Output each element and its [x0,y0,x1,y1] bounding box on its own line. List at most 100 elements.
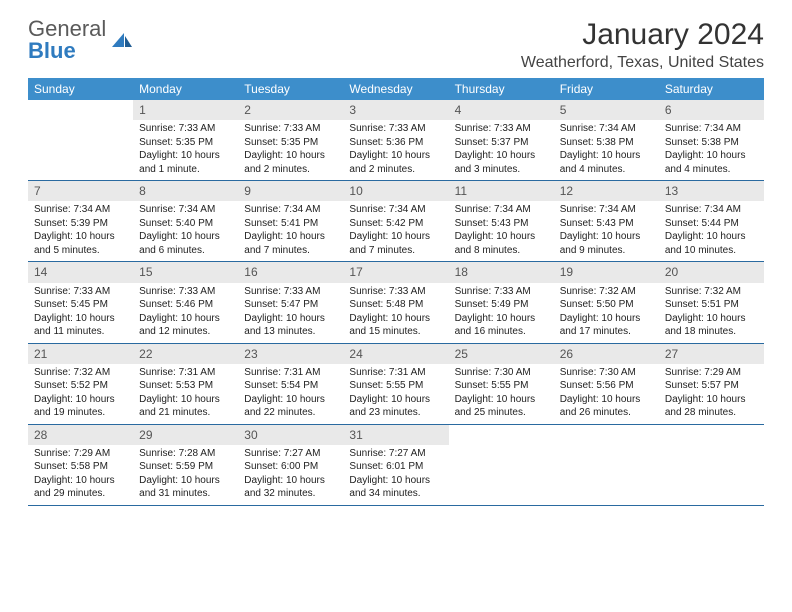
sunrise-text: Sunrise: 7:27 AM [349,447,442,461]
day-body: Sunrise: 7:32 AMSunset: 5:52 PMDaylight:… [28,364,133,424]
weekday-header: Sunday [28,78,133,100]
day-number: 21 [28,344,133,364]
day-cell: 22Sunrise: 7:31 AMSunset: 5:53 PMDayligh… [133,344,238,424]
daylight-text: Daylight: 10 hours [139,230,232,244]
sunrise-text: Sunrise: 7:30 AM [455,366,548,380]
sunrise-text: Sunrise: 7:33 AM [455,285,548,299]
daylight-text: Daylight: 10 hours [665,393,758,407]
day-cell: 12Sunrise: 7:34 AMSunset: 5:43 PMDayligh… [554,181,659,261]
sunset-text: Sunset: 5:41 PM [244,217,337,231]
day-body: Sunrise: 7:33 AMSunset: 5:35 PMDaylight:… [238,120,343,180]
daylight-text: Daylight: 10 hours [244,149,337,163]
day-number: 2 [238,100,343,120]
daylight-text: and 13 minutes. [244,325,337,339]
day-number: 12 [554,181,659,201]
daylight-text: Daylight: 10 hours [349,230,442,244]
daylight-text: and 6 minutes. [139,244,232,258]
daylight-text: and 22 minutes. [244,406,337,420]
daylight-text: Daylight: 10 hours [349,149,442,163]
daylight-text: and 4 minutes. [665,163,758,177]
day-cell: 4Sunrise: 7:33 AMSunset: 5:37 PMDaylight… [449,100,554,180]
day-cell: 27Sunrise: 7:29 AMSunset: 5:57 PMDayligh… [659,344,764,424]
weekday-header: Saturday [659,78,764,100]
week-row: 7Sunrise: 7:34 AMSunset: 5:39 PMDaylight… [28,181,764,262]
day-number: 24 [343,344,448,364]
day-cell [28,100,133,180]
sunrise-text: Sunrise: 7:31 AM [349,366,442,380]
day-number: 8 [133,181,238,201]
daylight-text: Daylight: 10 hours [560,149,653,163]
day-cell: 25Sunrise: 7:30 AMSunset: 5:55 PMDayligh… [449,344,554,424]
day-body: Sunrise: 7:31 AMSunset: 5:54 PMDaylight:… [238,364,343,424]
sunrise-text: Sunrise: 7:33 AM [139,285,232,299]
sunrise-text: Sunrise: 7:34 AM [560,122,653,136]
daylight-text: and 21 minutes. [139,406,232,420]
day-body: Sunrise: 7:34 AMSunset: 5:40 PMDaylight:… [133,201,238,261]
week-row: 1Sunrise: 7:33 AMSunset: 5:35 PMDaylight… [28,100,764,181]
daylight-text: and 7 minutes. [244,244,337,258]
sunset-text: Sunset: 5:51 PM [665,298,758,312]
sunrise-text: Sunrise: 7:34 AM [560,203,653,217]
day-cell: 7Sunrise: 7:34 AMSunset: 5:39 PMDaylight… [28,181,133,261]
day-number: 9 [238,181,343,201]
sunset-text: Sunset: 5:55 PM [455,379,548,393]
day-cell: 14Sunrise: 7:33 AMSunset: 5:45 PMDayligh… [28,262,133,342]
sunset-text: Sunset: 5:50 PM [560,298,653,312]
day-cell: 13Sunrise: 7:34 AMSunset: 5:44 PMDayligh… [659,181,764,261]
weekday-header: Thursday [449,78,554,100]
day-cell: 16Sunrise: 7:33 AMSunset: 5:47 PMDayligh… [238,262,343,342]
daylight-text: and 32 minutes. [244,487,337,501]
brand-line1: General [28,18,106,40]
day-cell [449,425,554,505]
day-number: 18 [449,262,554,282]
day-number: 1 [133,100,238,120]
day-cell: 6Sunrise: 7:34 AMSunset: 5:38 PMDaylight… [659,100,764,180]
week-row: 21Sunrise: 7:32 AMSunset: 5:52 PMDayligh… [28,344,764,425]
day-body: Sunrise: 7:34 AMSunset: 5:44 PMDaylight:… [659,201,764,261]
sunrise-text: Sunrise: 7:32 AM [665,285,758,299]
day-cell: 26Sunrise: 7:30 AMSunset: 5:56 PMDayligh… [554,344,659,424]
sunrise-text: Sunrise: 7:34 AM [34,203,127,217]
sunrise-text: Sunrise: 7:33 AM [349,285,442,299]
day-number: 14 [28,262,133,282]
day-body: Sunrise: 7:34 AMSunset: 5:43 PMDaylight:… [554,201,659,261]
sunset-text: Sunset: 5:45 PM [34,298,127,312]
day-number: 29 [133,425,238,445]
sunrise-text: Sunrise: 7:33 AM [34,285,127,299]
sunset-text: Sunset: 5:53 PM [139,379,232,393]
daylight-text: and 26 minutes. [560,406,653,420]
daylight-text: Daylight: 10 hours [665,149,758,163]
day-cell: 20Sunrise: 7:32 AMSunset: 5:51 PMDayligh… [659,262,764,342]
day-cell: 2Sunrise: 7:33 AMSunset: 5:35 PMDaylight… [238,100,343,180]
day-body: Sunrise: 7:33 AMSunset: 5:35 PMDaylight:… [133,120,238,180]
daylight-text: Daylight: 10 hours [455,312,548,326]
day-number: 17 [343,262,448,282]
daylight-text: Daylight: 10 hours [455,393,548,407]
day-body: Sunrise: 7:31 AMSunset: 5:55 PMDaylight:… [343,364,448,424]
brand-logo: General Blue [28,18,134,62]
day-number: 7 [28,181,133,201]
sunrise-text: Sunrise: 7:33 AM [244,285,337,299]
sunset-text: Sunset: 5:35 PM [139,136,232,150]
day-body: Sunrise: 7:34 AMSunset: 5:38 PMDaylight:… [659,120,764,180]
day-cell: 11Sunrise: 7:34 AMSunset: 5:43 PMDayligh… [449,181,554,261]
daylight-text: Daylight: 10 hours [665,312,758,326]
daylight-text: and 9 minutes. [560,244,653,258]
title-block: January 2024 Weatherford, Texas, United … [521,18,764,72]
daylight-text: Daylight: 10 hours [560,230,653,244]
day-cell: 18Sunrise: 7:33 AMSunset: 5:49 PMDayligh… [449,262,554,342]
daylight-text: and 28 minutes. [665,406,758,420]
day-body: Sunrise: 7:29 AMSunset: 5:57 PMDaylight:… [659,364,764,424]
sunset-text: Sunset: 5:46 PM [139,298,232,312]
daylight-text: and 2 minutes. [349,163,442,177]
day-cell: 24Sunrise: 7:31 AMSunset: 5:55 PMDayligh… [343,344,448,424]
daylight-text: and 16 minutes. [455,325,548,339]
daylight-text: Daylight: 10 hours [560,393,653,407]
sunrise-text: Sunrise: 7:33 AM [455,122,548,136]
day-number: 23 [238,344,343,364]
day-body: Sunrise: 7:31 AMSunset: 5:53 PMDaylight:… [133,364,238,424]
weekday-header-row: SundayMondayTuesdayWednesdayThursdayFrid… [28,78,764,100]
daylight-text: and 18 minutes. [665,325,758,339]
brand-line2: Blue [28,38,76,63]
daylight-text: Daylight: 10 hours [139,474,232,488]
